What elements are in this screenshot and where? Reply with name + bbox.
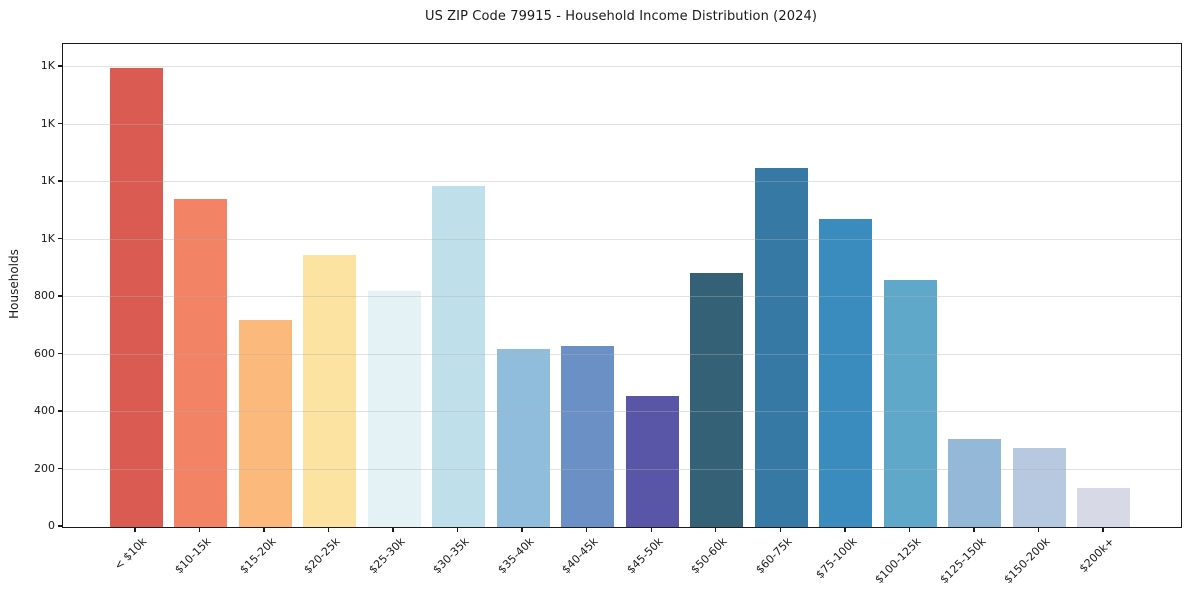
x-tick-mark bbox=[134, 527, 136, 532]
x-tick-mark bbox=[650, 527, 652, 532]
x-tick-mark bbox=[392, 527, 394, 532]
chart-title: US ZIP Code 79915 - Household Income Dis… bbox=[424, 9, 818, 24]
x-tick-mark bbox=[263, 527, 265, 532]
x-tick-label: $200k+ bbox=[1077, 535, 1118, 576]
y-tick-label: 400 bbox=[34, 404, 55, 417]
bar-$40-45k bbox=[561, 345, 615, 527]
x-tick-label: $10-15k bbox=[172, 535, 214, 577]
x-tick-label: $40-45k bbox=[559, 535, 601, 577]
x-tick-mark bbox=[1102, 527, 1104, 532]
y-tick-mark bbox=[58, 525, 62, 527]
y-tick-label: 1K bbox=[40, 174, 55, 187]
bar-$200k+ bbox=[1077, 488, 1131, 527]
y-tick-mark bbox=[58, 295, 62, 297]
y-tick-label: 0 bbox=[48, 519, 55, 532]
bar-$125-150k bbox=[948, 439, 1002, 527]
y-tick-mark bbox=[58, 352, 62, 355]
bar-$100-125k bbox=[883, 279, 937, 527]
x-tick-mark bbox=[198, 527, 201, 532]
x-tick-label: $100-125k bbox=[872, 535, 924, 587]
x-tick-label: < $10k bbox=[111, 535, 150, 573]
y-tick-mark bbox=[58, 122, 62, 125]
x-tick-label: $30-35k bbox=[430, 535, 472, 577]
bar-$150-200k bbox=[1012, 447, 1066, 527]
y-tick-label: 1K bbox=[40, 116, 55, 130]
x-tick-label: $20-25k bbox=[301, 535, 343, 577]
gridline bbox=[63, 296, 1181, 297]
bar-< $10k bbox=[109, 68, 163, 527]
gridline bbox=[63, 181, 1181, 182]
gridline bbox=[63, 411, 1181, 412]
x-tick-label: $150-200k bbox=[1001, 535, 1053, 587]
bar-$75-100k bbox=[819, 219, 873, 527]
gridline bbox=[63, 123, 1181, 125]
y-tick-mark bbox=[58, 467, 62, 470]
bar-$60-75k bbox=[754, 167, 808, 527]
y-tick-label: 600 bbox=[34, 346, 55, 360]
x-tick-label: $125-150k bbox=[936, 535, 989, 587]
bar-$20-25k bbox=[303, 255, 357, 527]
y-tick-mark bbox=[58, 237, 62, 240]
bar-$30-35k bbox=[432, 186, 486, 527]
gridline bbox=[63, 353, 1181, 355]
x-tick-mark bbox=[908, 527, 911, 532]
gridline bbox=[63, 238, 1181, 240]
x-tick-label: $45-50k bbox=[624, 535, 666, 577]
x-tick-mark bbox=[844, 527, 846, 532]
x-tick-mark bbox=[715, 527, 717, 532]
x-tick-mark bbox=[779, 527, 782, 532]
x-tick-mark bbox=[1037, 527, 1040, 532]
x-tick-label: $50-60k bbox=[688, 535, 731, 577]
x-tick-mark bbox=[586, 527, 588, 532]
x-tick-label: $15-20k bbox=[237, 535, 279, 577]
x-tick-label: $35-40k bbox=[495, 535, 537, 577]
x-tick-label: $60-75k bbox=[753, 535, 795, 577]
y-tick-mark bbox=[58, 410, 62, 412]
bar-$50-60k bbox=[690, 272, 744, 527]
y-tick-label: 1K bbox=[40, 59, 55, 72]
gridline bbox=[63, 468, 1181, 470]
x-tick-label: $75-100k bbox=[812, 535, 860, 582]
y-tick-mark bbox=[58, 65, 62, 67]
y-tick-label: 800 bbox=[34, 289, 55, 302]
x-tick-mark bbox=[973, 527, 975, 532]
x-tick-mark bbox=[521, 527, 523, 532]
y-tick-label: 200 bbox=[34, 461, 55, 475]
gridline bbox=[63, 66, 1181, 67]
y-axis-label: Households bbox=[7, 249, 21, 319]
bar-$35-40k bbox=[496, 348, 550, 527]
y-tick-label: 1K bbox=[40, 231, 55, 245]
x-tick-label: $25-30k bbox=[366, 535, 408, 577]
bar-$45-50k bbox=[625, 396, 679, 527]
y-tick-mark bbox=[58, 180, 62, 182]
x-tick-mark bbox=[456, 527, 459, 532]
x-tick-mark bbox=[327, 527, 330, 532]
bar-$10-15k bbox=[174, 199, 228, 527]
bar-$15-20k bbox=[238, 320, 292, 527]
plot-area bbox=[62, 43, 1182, 528]
bar-$25-30k bbox=[367, 291, 421, 527]
